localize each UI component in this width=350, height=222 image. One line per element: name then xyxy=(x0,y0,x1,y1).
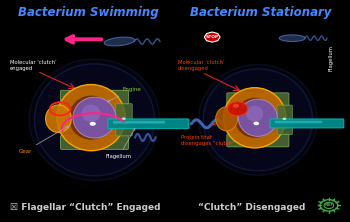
Text: “Clutch” Disengaged: “Clutch” Disengaged xyxy=(198,204,306,212)
FancyBboxPatch shape xyxy=(113,121,165,124)
Ellipse shape xyxy=(203,69,313,171)
Text: Engine: Engine xyxy=(107,87,142,102)
Text: Molecular ‘clutch’
disengaged: Molecular ‘clutch’ disengaged xyxy=(178,60,224,71)
Circle shape xyxy=(90,122,96,126)
Ellipse shape xyxy=(57,85,125,151)
Text: Protein that
disengages “clutch”: Protein that disengages “clutch” xyxy=(181,135,235,147)
Polygon shape xyxy=(204,32,220,42)
Text: Flagellum: Flagellum xyxy=(106,129,135,159)
FancyBboxPatch shape xyxy=(227,93,289,106)
Ellipse shape xyxy=(82,104,100,122)
Text: ☒ Flagellar “Clutch” Engaged: ☒ Flagellar “Clutch” Engaged xyxy=(10,204,160,212)
Ellipse shape xyxy=(246,106,263,122)
FancyBboxPatch shape xyxy=(227,134,289,147)
Text: Flagellum: Flagellum xyxy=(329,45,334,71)
FancyBboxPatch shape xyxy=(61,135,128,149)
Ellipse shape xyxy=(73,97,116,138)
Ellipse shape xyxy=(104,37,135,46)
Text: Gear: Gear xyxy=(18,126,68,154)
Ellipse shape xyxy=(238,99,278,136)
Text: Bacterium Stationary: Bacterium Stationary xyxy=(190,6,331,19)
Ellipse shape xyxy=(34,64,155,176)
Ellipse shape xyxy=(233,104,239,108)
Ellipse shape xyxy=(46,105,71,133)
Ellipse shape xyxy=(279,35,305,42)
Ellipse shape xyxy=(216,107,238,131)
Ellipse shape xyxy=(69,95,113,140)
Ellipse shape xyxy=(29,59,160,181)
FancyBboxPatch shape xyxy=(108,119,189,129)
Ellipse shape xyxy=(198,65,317,175)
Text: Molecular ‘clutch’
engaged: Molecular ‘clutch’ engaged xyxy=(10,60,56,71)
Text: Bacterium Swimming: Bacterium Swimming xyxy=(18,6,159,19)
Circle shape xyxy=(282,118,286,120)
FancyBboxPatch shape xyxy=(116,104,132,136)
FancyBboxPatch shape xyxy=(270,119,344,128)
FancyBboxPatch shape xyxy=(61,90,128,104)
Ellipse shape xyxy=(224,88,286,148)
FancyBboxPatch shape xyxy=(277,105,292,135)
Circle shape xyxy=(253,122,259,125)
Ellipse shape xyxy=(228,102,248,116)
Text: NSF: NSF xyxy=(324,203,334,207)
FancyBboxPatch shape xyxy=(275,121,322,123)
Circle shape xyxy=(121,117,126,120)
Text: STOP: STOP xyxy=(206,35,219,39)
Ellipse shape xyxy=(234,98,275,138)
